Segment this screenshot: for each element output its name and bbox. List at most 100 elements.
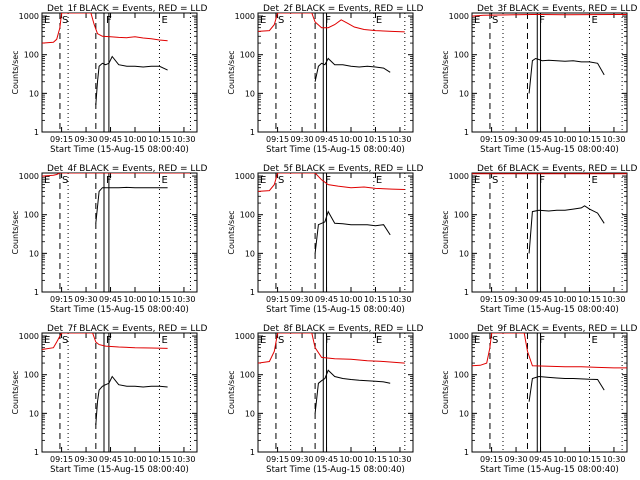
time-marker-label: E [161,175,167,186]
y-tick-label: 100 [24,211,39,220]
y-axis-label: Counts/sec [227,210,236,254]
y-tick-label: 1000 [235,332,255,341]
x-tick-label: 10:00 [553,455,576,464]
x-tick-label: 09:15 [50,295,73,304]
series-line-lld [42,333,168,350]
x-tick-label: 10:15 [364,295,387,304]
y-tick-label: 1 [34,288,39,297]
time-marker-label: F [325,335,331,346]
series-line-lld [472,333,627,369]
y-axis-label: Counts/sec [227,370,236,414]
time-marker-label: E [260,15,266,26]
panel-title: Det_3f BLACK = Events, RED = LLD [477,4,637,14]
plot-frame [41,332,198,453]
x-axis-label: Start Time (15-Aug-15 08:00:40) [50,145,189,155]
x-axis-label: Start Time (15-Aug-15 08:00:40) [266,305,405,315]
time-marker-label: E [591,175,597,186]
x-tick-label: 10:00 [123,295,146,304]
y-tick-label: 100 [24,51,39,60]
detector-panel: Det_3f BLACK = Events, RED = LLD 1 10 100 10… [441,4,637,155]
time-marker-label: E [44,15,50,26]
y-tick-label: 1000 [449,12,469,21]
y-tick-label: 10 [459,89,469,98]
panel-title: Det_9f BLACK = Events, RED = LLD [477,324,637,334]
x-tick-label: 09:15 [480,455,503,464]
x-axis-label: Start Time (15-Aug-15 08:00:40) [480,305,619,315]
detector-panel: Det_2f BLACK = Events, RED = LLD 1 10 100 10… [227,4,423,155]
x-tick-label: 09:45 [99,295,122,304]
time-marker-label: S [278,175,284,186]
plot-frame [257,332,414,453]
y-tick-label: 10 [29,409,39,418]
x-tick-label: 10:00 [339,295,362,304]
x-axis-label: Start Time (15-Aug-15 08:00:40) [480,145,619,155]
y-tick-label: 1 [464,288,469,297]
y-tick-label: 1000 [19,12,39,21]
x-tick-label: 09:30 [505,135,528,144]
x-tick-label: 09:45 [315,295,338,304]
y-tick-label: 1 [34,128,39,137]
plot-frame [41,172,198,293]
x-tick-label: 10:30 [602,295,625,304]
x-tick-label: 10:30 [388,135,411,144]
detector-panel: Det_8f BLACK = Events, RED = LLD 1 10 100 10… [227,324,423,475]
y-axis-label: Counts/sec [441,50,450,94]
time-marker-label: S [62,335,68,346]
y-tick-label: 100 [454,211,469,220]
series-line-events [528,375,605,402]
plot-frame [471,332,628,453]
detector-panel: Det_9f BLACK = Events, RED = LLD 1 10 100 10… [441,324,637,475]
time-marker-label: E [591,335,597,346]
y-tick-label: 100 [240,371,255,380]
y-tick-label: 100 [24,371,39,380]
x-tick-label: 10:00 [553,295,576,304]
y-tick-label: 100 [454,371,469,380]
series-line-events [528,57,605,94]
x-tick-label: 10:30 [388,295,411,304]
panel-title: Det_8f BLACK = Events, RED = LLD [263,324,423,334]
x-tick-label: 09:15 [50,135,73,144]
time-marker-label: E [260,175,266,186]
y-tick-label: 10 [245,249,255,258]
series-line-events [314,210,391,254]
time-marker-label: E [44,175,50,186]
series-line-events [95,186,168,224]
x-tick-label: 10:00 [339,135,362,144]
x-tick-label: 09:30 [291,455,314,464]
time-marker-label: E [474,335,480,346]
x-tick-label: 10:15 [364,135,387,144]
x-axis-label: Start Time (15-Aug-15 08:00:40) [50,305,189,315]
x-tick-label: 09:45 [315,135,338,144]
x-axis-label: Start Time (15-Aug-15 08:00:40) [480,465,619,475]
panel-title: Det_5f BLACK = Events, RED = LLD [263,164,423,174]
y-tick-label: 1000 [449,332,469,341]
x-tick-label: 10:15 [364,455,387,464]
x-axis-label: Start Time (15-Aug-15 08:00:40) [266,465,405,475]
x-tick-label: 09:45 [529,455,552,464]
x-tick-label: 09:15 [266,455,289,464]
plot-frame [41,12,198,133]
panel-title: Det_2f BLACK = Events, RED = LLD [263,4,423,14]
x-tick-label: 10:00 [339,455,362,464]
panel-title: Det_7f BLACK = Events, RED = LLD [47,324,207,334]
y-axis-label: Counts/sec [227,50,236,94]
x-tick-label: 10:15 [148,295,171,304]
x-tick-label: 09:45 [99,455,122,464]
series-line-lld [42,173,191,177]
y-axis-label: Counts/sec [441,370,450,414]
x-tick-label: 10:30 [388,455,411,464]
y-tick-label: 10 [459,249,469,258]
x-tick-label: 09:15 [480,295,503,304]
panel-title: Det_6f BLACK = Events, RED = LLD [477,164,637,174]
series-line-lld [42,13,168,44]
time-marker-label: E [161,15,167,26]
x-tick-label: 10:15 [148,455,171,464]
x-axis-label: Start Time (15-Aug-15 08:00:40) [50,465,189,475]
plot-frame [257,172,414,293]
y-tick-label: 1000 [449,172,469,181]
y-tick-label: 100 [240,51,255,60]
panel-title: Det_1f BLACK = Events, RED = LLD [47,4,207,14]
panel-title: Det_4f BLACK = Events, RED = LLD [47,164,207,174]
time-marker-label: E [376,15,382,26]
